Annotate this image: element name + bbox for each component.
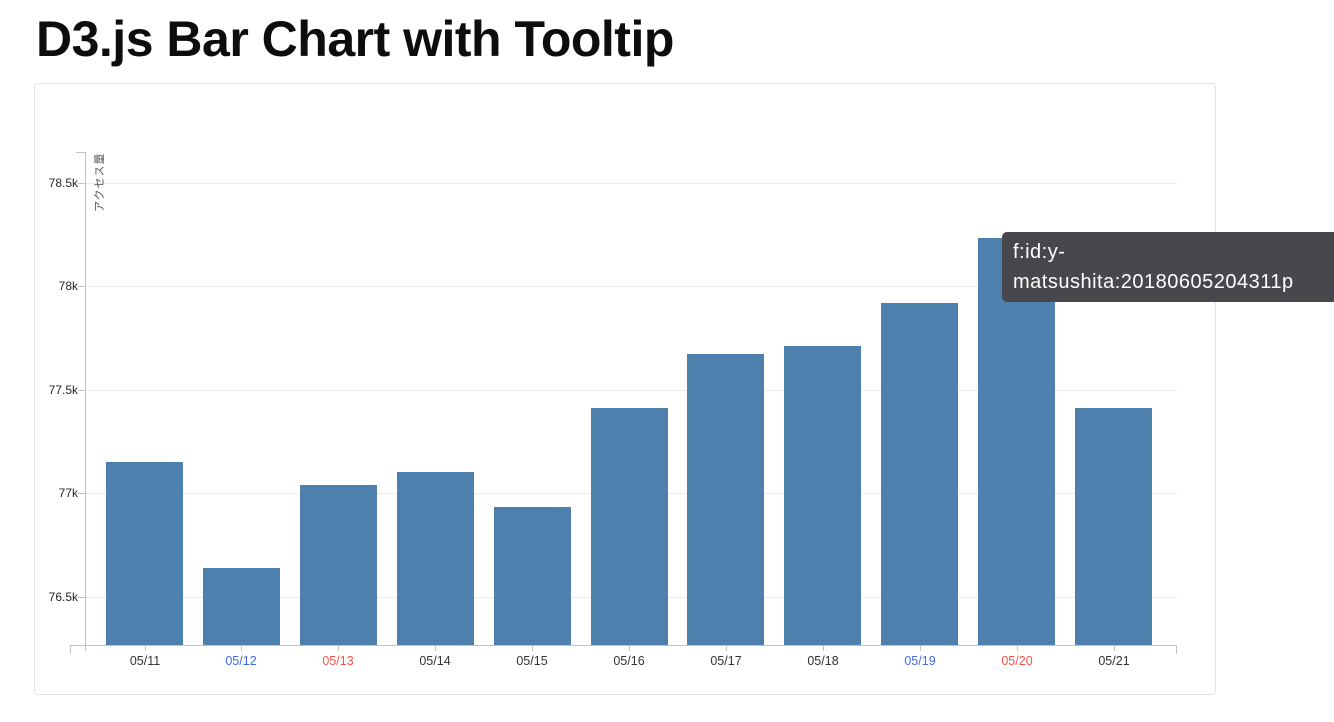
x-label-05-16: 05/16 xyxy=(613,654,645,668)
y-tick-label-78k: 78k xyxy=(58,279,78,293)
x-axis-line xyxy=(70,645,1177,646)
x-label-05-15: 05/15 xyxy=(516,654,548,668)
x-label-05-21: 05/21 xyxy=(1098,654,1130,668)
tooltip-line-2: matsushita:20180605204311p xyxy=(1013,271,1294,293)
x-tick-mark-05-17 xyxy=(726,645,727,651)
y-tick-label-77.5k: 77.5k xyxy=(48,383,78,397)
x-label-05-12: 05/12 xyxy=(225,654,257,668)
x-label-05-13: 05/13 xyxy=(322,654,354,668)
bar-05-11[interactable] xyxy=(106,462,183,645)
y-tick-mark-76.5k xyxy=(78,597,86,598)
bar-05-13[interactable] xyxy=(300,485,377,645)
x-tick-mark-05-14 xyxy=(435,645,436,651)
gridline-78k xyxy=(86,286,1177,287)
bar-05-20[interactable] xyxy=(978,238,1055,645)
page-title: D3.js Bar Chart with Tooltip xyxy=(36,11,674,67)
bar-05-14[interactable] xyxy=(397,472,474,645)
x-tick-mark-05-20 xyxy=(1017,645,1018,651)
y-tick-mark-78k xyxy=(78,286,86,287)
x-tick-mark-05-15 xyxy=(532,645,533,651)
x-tick-mark-05-21 xyxy=(1114,645,1115,651)
x-label-05-17: 05/17 xyxy=(710,654,742,668)
tooltip: f:id:y- matsushita:20180605204311p xyxy=(1002,232,1334,302)
bar-05-21[interactable] xyxy=(1075,408,1152,645)
x-label-05-14: 05/14 xyxy=(419,654,451,668)
x-label-05-20: 05/20 xyxy=(1001,654,1033,668)
x-label-05-11: 05/11 xyxy=(129,654,161,668)
y-axis-line xyxy=(85,152,86,651)
bar-05-16[interactable] xyxy=(591,408,668,645)
x-axis-right-outer-tick xyxy=(1176,645,1177,654)
gridline-77.5k xyxy=(86,390,1177,391)
y-tick-mark-77k xyxy=(78,493,86,494)
x-label-05-18: 05/18 xyxy=(807,654,839,668)
tooltip-line-1: f:id:y- xyxy=(1013,241,1066,263)
y-axis-top-tick xyxy=(76,152,86,153)
y-tick-label-76.5k: 76.5k xyxy=(48,590,78,604)
y-tick-label-77k: 77k xyxy=(58,486,78,500)
y-tick-mark-77.5k xyxy=(78,390,86,391)
bar-05-18[interactable] xyxy=(784,346,861,645)
x-tick-mark-05-18 xyxy=(823,645,824,651)
x-tick-mark-05-11 xyxy=(145,645,146,651)
x-tick-mark-05-12 xyxy=(241,645,242,651)
bar-05-12[interactable] xyxy=(203,568,280,645)
x-tick-mark-05-19 xyxy=(920,645,921,651)
bar-05-17[interactable] xyxy=(687,354,764,645)
gridline-78.5k xyxy=(86,183,1177,184)
x-axis-left-outer-tick xyxy=(70,645,71,654)
x-tick-mark-05-16 xyxy=(629,645,630,651)
bar-05-15[interactable] xyxy=(494,507,571,645)
bar-05-19[interactable] xyxy=(881,303,958,645)
x-tick-mark-05-13 xyxy=(338,645,339,651)
y-tick-mark-78.5k xyxy=(78,183,86,184)
y-tick-label-78.5k: 78.5k xyxy=(48,176,78,190)
y-axis-title: アクセス量 xyxy=(94,152,106,212)
x-label-05-19: 05/19 xyxy=(904,654,936,668)
